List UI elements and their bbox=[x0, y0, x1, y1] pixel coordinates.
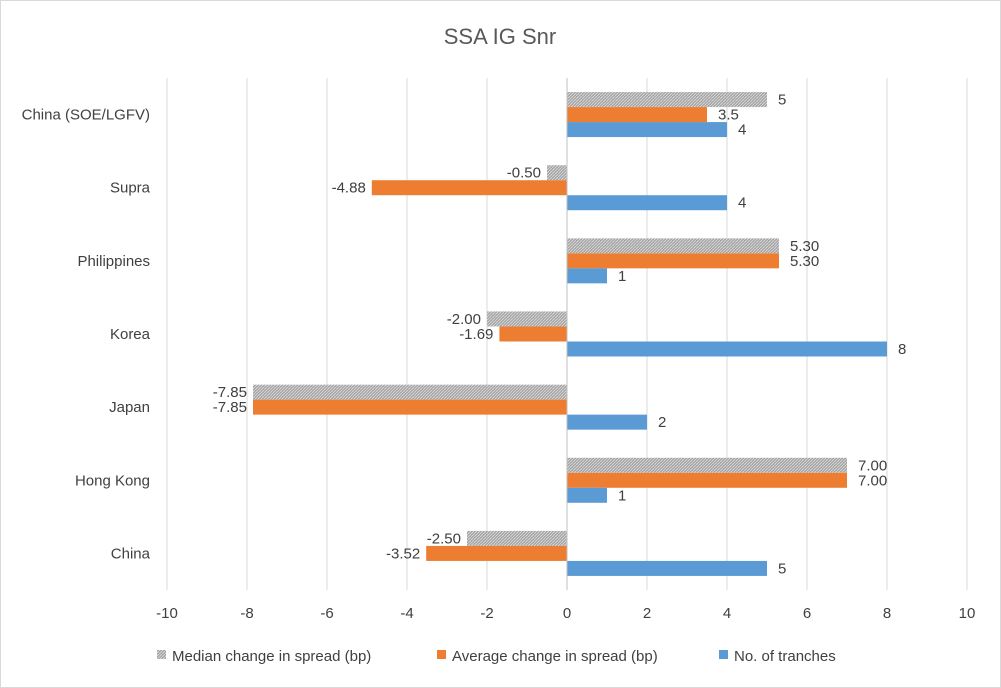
x-tick-label: 2 bbox=[643, 605, 651, 622]
bar bbox=[567, 253, 779, 269]
data-label: -2.00 bbox=[447, 311, 481, 328]
bar bbox=[253, 399, 567, 415]
bar bbox=[567, 195, 727, 211]
category-label: Japan bbox=[109, 399, 150, 416]
bar bbox=[567, 414, 647, 430]
legend-swatch bbox=[437, 650, 446, 659]
data-label: -1.69 bbox=[459, 326, 493, 343]
x-tick-label: -6 bbox=[320, 605, 333, 622]
legend-label: Average change in spread (bp) bbox=[452, 648, 658, 665]
data-label: 7.00 bbox=[858, 472, 887, 489]
data-labels: 5 -0.50 5.30 -2.00 -7.85 7.00 -2.50 3.5 -4.88 5.3… bbox=[213, 92, 907, 578]
data-label: 5.30 bbox=[790, 238, 819, 255]
x-tick-label: 6 bbox=[803, 605, 811, 622]
bar bbox=[487, 311, 567, 327]
category-label: Philippines bbox=[77, 253, 150, 270]
axes: -10 -8 -6 -4 -2 0 2 4 6 8 10 China (SOE/LGFV) Supra P… bbox=[22, 78, 976, 622]
legend-label: No. of tranches bbox=[734, 648, 836, 665]
category-label: Hong Kong bbox=[75, 472, 150, 489]
bars bbox=[253, 92, 887, 576]
data-label: -2.50 bbox=[427, 530, 461, 547]
legend-swatch bbox=[719, 650, 728, 659]
data-label: -3.52 bbox=[386, 545, 420, 562]
bar bbox=[567, 487, 607, 503]
bar bbox=[567, 457, 847, 473]
data-label: 4 bbox=[738, 122, 746, 139]
data-label: -7.85 bbox=[213, 384, 247, 401]
x-tick-label: 10 bbox=[959, 605, 976, 622]
bar bbox=[499, 326, 567, 342]
data-label: -4.88 bbox=[332, 180, 366, 197]
bar bbox=[426, 545, 567, 561]
data-label: 2 bbox=[658, 414, 666, 431]
data-label: 5 bbox=[778, 92, 786, 109]
x-tick-label: -8 bbox=[240, 605, 253, 622]
bar bbox=[547, 165, 567, 181]
x-tick-label: 4 bbox=[723, 605, 731, 622]
legend: Median change in spread (bp) Average chan… bbox=[157, 648, 836, 665]
data-label: 7.00 bbox=[858, 457, 887, 474]
bar bbox=[567, 122, 727, 138]
data-label: 4 bbox=[738, 195, 746, 212]
x-tick-label: -10 bbox=[156, 605, 178, 622]
bar bbox=[567, 560, 767, 576]
legend-label: Median change in spread (bp) bbox=[172, 648, 371, 665]
data-label: 3.5 bbox=[718, 107, 739, 124]
category-label: Korea bbox=[110, 326, 151, 343]
data-label: 1 bbox=[618, 487, 626, 504]
data-label: -0.50 bbox=[507, 165, 541, 182]
bar bbox=[567, 341, 887, 357]
chart-title: SSA IG Snr bbox=[444, 24, 557, 49]
category-label: China bbox=[111, 545, 151, 562]
x-tick-label: 8 bbox=[883, 605, 891, 622]
data-label: 8 bbox=[898, 341, 906, 358]
category-label: Supra bbox=[110, 180, 151, 197]
bar bbox=[371, 180, 567, 196]
data-label: 1 bbox=[618, 268, 626, 285]
category-label: China (SOE/LGFV) bbox=[22, 107, 150, 124]
data-label: 5 bbox=[778, 560, 786, 577]
bar bbox=[567, 268, 607, 284]
data-label: 5.30 bbox=[790, 253, 819, 270]
x-tick-label: -4 bbox=[400, 605, 413, 622]
x-tick-label: 0 bbox=[563, 605, 571, 622]
data-label: -7.85 bbox=[213, 399, 247, 416]
bar bbox=[567, 92, 767, 108]
x-tick-label: -2 bbox=[480, 605, 493, 622]
bar bbox=[467, 530, 567, 546]
legend-swatch bbox=[157, 650, 166, 659]
bar bbox=[253, 384, 567, 400]
bar bbox=[567, 238, 779, 254]
bar bbox=[567, 472, 847, 488]
bar bbox=[567, 107, 707, 123]
